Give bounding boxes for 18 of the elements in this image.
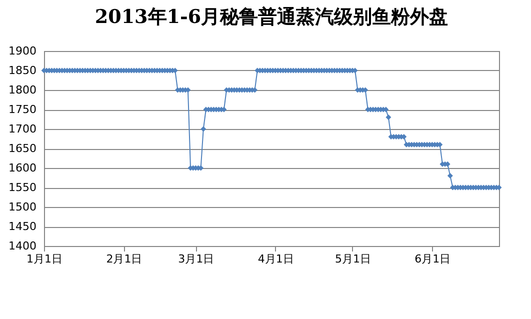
x-tick-label: 6月1日 xyxy=(414,252,451,266)
y-tick-label: 1400 xyxy=(8,240,36,252)
chart-title: 2013年1-6月秘鲁普通蒸汽级别鱼粉外盘 xyxy=(94,6,448,28)
y-tick-label: 1650 xyxy=(8,142,36,155)
y-tick-label: 1900 xyxy=(8,44,36,58)
x-tick-label: 1月1日 xyxy=(26,252,62,266)
x-tick-label: 3月1日 xyxy=(178,252,214,266)
y-tick-label: 1600 xyxy=(8,162,36,174)
y-tick-label: 1450 xyxy=(8,220,36,233)
x-tick-label: 5月1日 xyxy=(334,252,371,266)
x-tick-label: 2月1日 xyxy=(106,252,142,266)
y-tick-label: 1550 xyxy=(8,181,36,194)
y-tick-label: 1800 xyxy=(8,84,36,96)
y-tick-label: 1750 xyxy=(8,103,36,116)
y-tick-label: 1850 xyxy=(8,64,36,77)
x-tick-label: 4月1日 xyxy=(258,252,294,266)
y-tick-label: 1500 xyxy=(8,200,36,214)
y-tick-label: 1700 xyxy=(8,122,36,136)
